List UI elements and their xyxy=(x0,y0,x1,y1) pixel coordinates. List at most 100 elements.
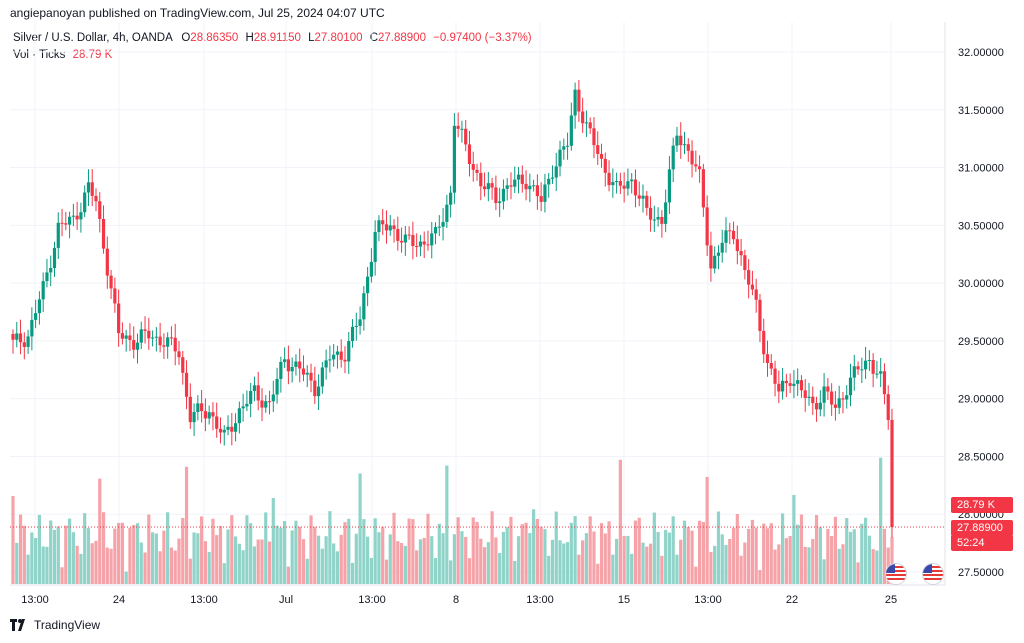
candle-body xyxy=(765,354,770,364)
volume-bar xyxy=(482,547,487,584)
candle-body xyxy=(433,226,438,234)
time-tick-label: 13:00 xyxy=(358,594,386,606)
volume-bar xyxy=(309,515,313,584)
candle-body xyxy=(399,240,404,243)
volume-bar xyxy=(343,522,347,584)
volume-bar xyxy=(147,514,151,584)
candle-body xyxy=(773,368,777,384)
price-tick-label: 29.50000 xyxy=(958,336,1004,348)
time-tick-label: 8 xyxy=(453,594,459,606)
volume-bar xyxy=(694,566,698,584)
candle-body xyxy=(592,128,596,146)
volume-bar xyxy=(128,527,132,584)
volume-bar xyxy=(396,541,400,584)
candle-body xyxy=(539,196,543,202)
price-tick-label: 27.50000 xyxy=(958,567,1004,579)
volume-bar xyxy=(301,539,306,584)
candle-body xyxy=(513,179,517,187)
candle-body xyxy=(467,144,472,165)
candle-body xyxy=(822,386,826,403)
volume-bar xyxy=(739,555,743,584)
symbol-title[interactable]: Silver / U.S. Dollar, 4h, OANDA xyxy=(13,32,173,44)
candle-body xyxy=(550,177,555,179)
volume-bar xyxy=(381,526,385,584)
volume-bar xyxy=(682,520,687,584)
candle-body xyxy=(241,406,245,409)
volume-bar xyxy=(256,539,260,584)
high-value: 28.91150 xyxy=(253,32,301,44)
candle-body xyxy=(347,341,351,362)
volume-bar xyxy=(335,551,340,584)
time-tick-label: 24 xyxy=(113,594,125,606)
volume-bar xyxy=(441,533,445,584)
candle-body xyxy=(411,235,415,247)
candle-body xyxy=(34,313,38,320)
volume-bar xyxy=(207,552,211,584)
candle-body xyxy=(490,183,494,188)
time-tick-label: 22 xyxy=(786,594,798,606)
volume-bar xyxy=(814,514,819,584)
volume-bar xyxy=(237,543,241,584)
volume-bar xyxy=(565,542,570,584)
volume-bar xyxy=(456,517,460,584)
volume-bar xyxy=(26,554,30,584)
volume-bar xyxy=(780,513,785,584)
candle-body xyxy=(64,223,68,225)
volume-bar xyxy=(203,541,207,584)
volume-bar xyxy=(426,513,430,584)
volume-bar xyxy=(294,520,298,584)
time-tick-label: 15 xyxy=(618,594,630,606)
volume-bar xyxy=(192,532,196,584)
volume-bar xyxy=(418,539,423,584)
candle-body xyxy=(599,153,604,159)
footer-brand[interactable]: TradingView xyxy=(10,618,100,632)
candle-body xyxy=(803,390,807,398)
candle-body xyxy=(49,268,53,273)
volume-bar xyxy=(558,540,562,584)
volume-bar xyxy=(731,527,736,584)
volume-bar xyxy=(150,532,155,584)
candle-body xyxy=(516,174,521,180)
volume-bar xyxy=(486,542,490,584)
volume-bar xyxy=(135,523,140,584)
volume-bar xyxy=(618,459,622,584)
candle-body xyxy=(724,230,728,243)
volume-bar xyxy=(362,519,366,584)
candle-body xyxy=(856,366,860,370)
volume-bar xyxy=(188,558,192,584)
volume-bar xyxy=(105,547,109,584)
candle-body xyxy=(709,245,713,269)
us-flag-icon[interactable] xyxy=(885,563,907,585)
candle-body xyxy=(71,215,75,217)
candle-body xyxy=(403,234,407,243)
candle-body xyxy=(445,204,449,222)
us-flag-icon[interactable] xyxy=(922,563,944,585)
volume-bar xyxy=(490,511,494,584)
candle-body xyxy=(388,225,392,231)
volume-bar xyxy=(173,550,177,584)
candle-body xyxy=(867,359,871,361)
volume-bar xyxy=(75,545,79,584)
volume-bar xyxy=(856,562,860,584)
volume-bar xyxy=(445,465,449,584)
candle-body xyxy=(294,361,298,367)
volume-bar xyxy=(826,528,830,584)
time-tick-label: 13:00 xyxy=(694,594,722,606)
candle-body xyxy=(528,185,532,190)
volume-bar xyxy=(464,536,468,584)
candle-body xyxy=(667,169,672,203)
candle-body xyxy=(441,221,445,227)
candle-body xyxy=(426,244,430,246)
candle-body xyxy=(739,251,743,256)
candle-body xyxy=(698,166,702,170)
candle-body xyxy=(211,412,215,417)
candle-body xyxy=(396,229,400,241)
volume-bar xyxy=(562,543,566,584)
candle-body xyxy=(471,164,475,170)
candle-body xyxy=(132,339,136,350)
candle-body xyxy=(290,366,294,372)
volume-bar xyxy=(543,528,547,584)
candle-body xyxy=(52,247,57,269)
candle-body xyxy=(415,246,419,248)
